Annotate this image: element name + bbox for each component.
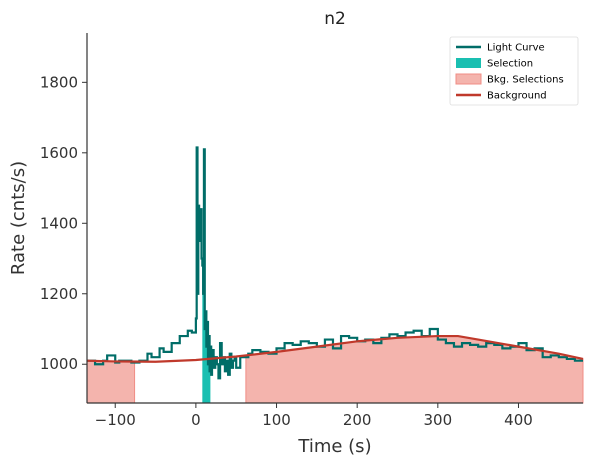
legend-swatch-selection xyxy=(456,58,481,68)
x-tick-label: 100 xyxy=(262,411,291,429)
legend-label-background: Background xyxy=(487,91,547,102)
chart-title: n2 xyxy=(324,9,346,29)
x-tick-label: −100 xyxy=(95,411,136,429)
y-tick-label: 1600 xyxy=(40,144,78,162)
legend-label-bkg-selections: Bkg. Selections xyxy=(487,75,564,86)
axes xyxy=(86,33,583,404)
legend-swatch-bkg-selections xyxy=(455,73,482,85)
x-tick-label: 200 xyxy=(343,411,372,429)
bkg-selection-fills xyxy=(86,335,584,404)
tick-labels: −100 0 100 200 300 400 1000 1200 1400 1600 1800 xyxy=(40,73,533,429)
legend-box xyxy=(449,36,579,106)
x-tick-label: 0 xyxy=(191,411,201,429)
series-background xyxy=(86,334,584,363)
legend-label-light-curve: Light Curve xyxy=(487,43,545,54)
y-axis-label: Rate (cnts/s) xyxy=(8,161,29,275)
legend: Light Curve Selection Bkg. Selections Backg… xyxy=(449,36,579,106)
y-tick-label: 1200 xyxy=(40,285,78,303)
bkg-selection-0 xyxy=(86,360,136,404)
series-light-curve xyxy=(87,146,583,380)
x-tick-label: 300 xyxy=(424,411,453,429)
series-lines xyxy=(86,146,584,380)
x-tick-label: 400 xyxy=(504,411,533,429)
y-tick-label: 1800 xyxy=(40,73,78,91)
bkg-selection-1 xyxy=(245,335,584,404)
y-tick-label: 1000 xyxy=(40,355,78,373)
legend-label-selection: Selection xyxy=(487,59,533,70)
x-axis-label: Time (s) xyxy=(297,436,371,457)
y-tick-label: 1400 xyxy=(40,214,78,232)
